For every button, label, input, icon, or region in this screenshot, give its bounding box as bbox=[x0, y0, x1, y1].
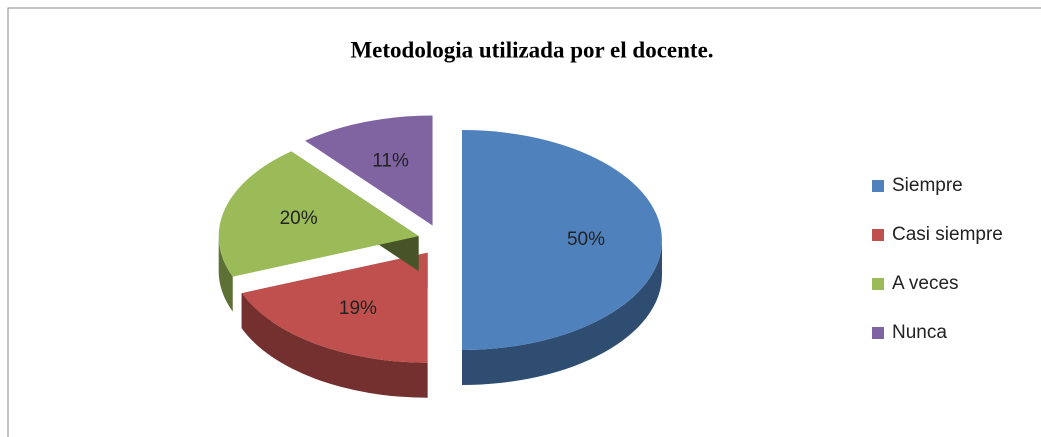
data-label: 50% bbox=[567, 229, 605, 250]
slice-top bbox=[305, 115, 433, 226]
legend-swatch bbox=[872, 180, 884, 192]
legend-swatch bbox=[872, 278, 884, 290]
chart-title: Metodologia utilizada por el docente. bbox=[350, 37, 713, 62]
legend-label: Siempre bbox=[892, 175, 963, 196]
legend-label: Nunca bbox=[892, 322, 947, 343]
slice bbox=[305, 115, 433, 226]
slice bbox=[462, 130, 662, 385]
slice-side bbox=[241, 293, 428, 398]
slice-top bbox=[241, 252, 428, 363]
legend-label: Casi siempre bbox=[892, 224, 1003, 245]
legend-label: A veces bbox=[892, 273, 959, 294]
data-label: 11% bbox=[372, 150, 409, 171]
data-label: 20% bbox=[280, 208, 318, 229]
slice-side bbox=[462, 240, 662, 385]
legend-swatch bbox=[872, 229, 884, 241]
slice-top bbox=[218, 151, 419, 277]
slice-side bbox=[218, 236, 233, 312]
slice bbox=[218, 151, 419, 312]
slice bbox=[241, 252, 428, 398]
data-label: 19% bbox=[339, 298, 377, 319]
legend-swatch bbox=[872, 327, 884, 339]
slice-top bbox=[462, 130, 662, 350]
